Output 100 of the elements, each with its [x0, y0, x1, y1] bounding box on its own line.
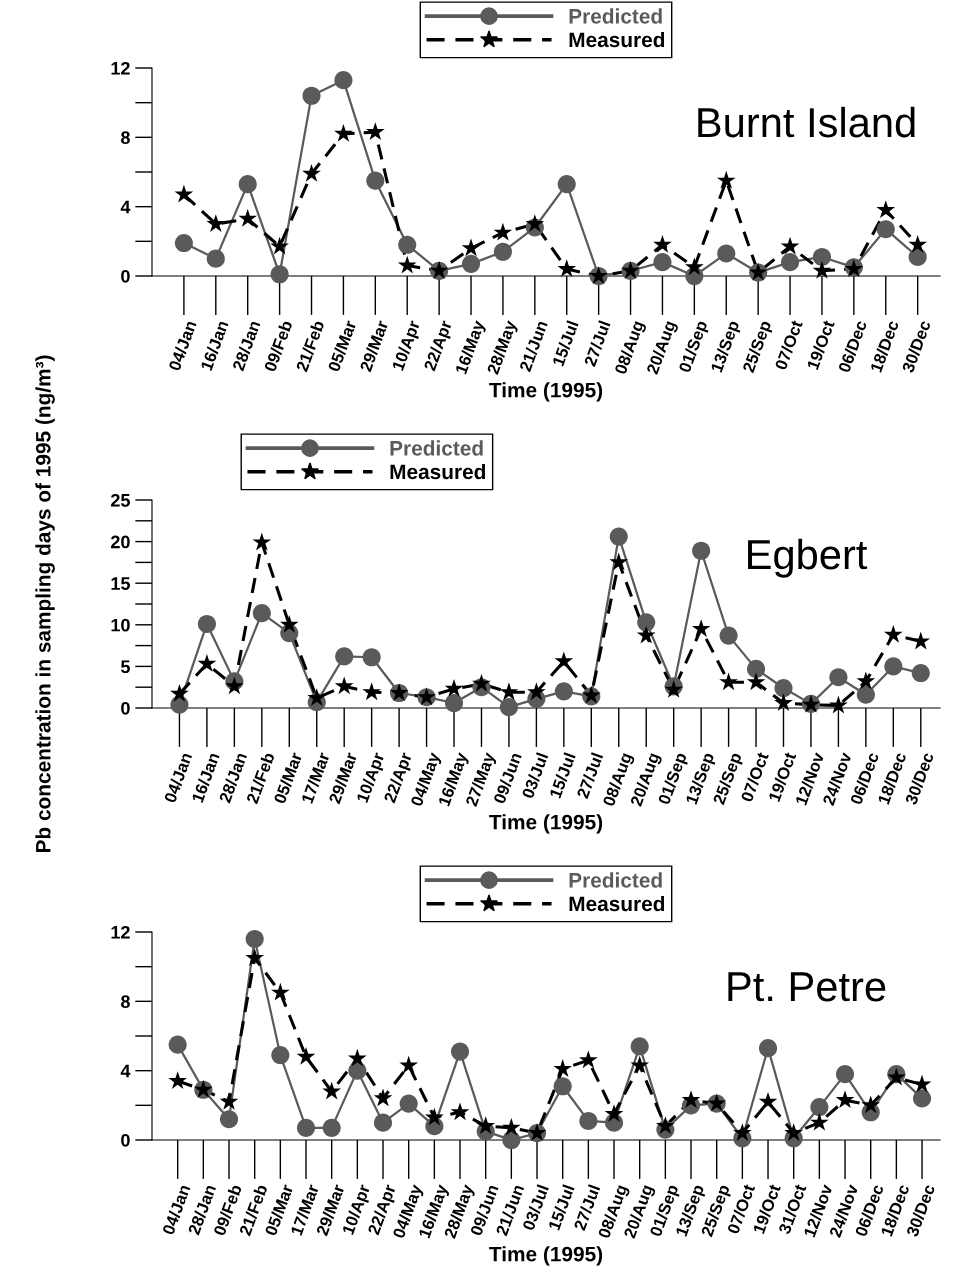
text: Measured [390, 463, 486, 480]
point [322, 1118, 341, 1137]
text: Predicted [569, 872, 662, 888]
x-tick-label: 07/Oct [740, 751, 770, 803]
point [174, 234, 193, 253]
point [911, 664, 930, 683]
point [692, 541, 711, 560]
point [502, 1118, 521, 1136]
point [912, 1074, 932, 1093]
point [527, 682, 546, 701]
y-tick-label: 5 [120, 660, 130, 674]
x-tick-label: 10/Apr [391, 319, 424, 373]
point [476, 1116, 496, 1135]
point [829, 668, 848, 687]
point [861, 1095, 881, 1114]
point [691, 619, 711, 637]
x-tick-label: 29/Mar [359, 319, 389, 373]
point [362, 682, 381, 701]
point [908, 247, 927, 266]
point [554, 651, 574, 670]
point [883, 624, 903, 643]
x-tick-label: 28/Jan [231, 320, 261, 372]
point [716, 170, 736, 189]
point [168, 1035, 187, 1054]
x-tick-label: 16/Jan [191, 752, 220, 804]
point [557, 259, 577, 278]
x-tick-label: 05/Mar [273, 751, 303, 805]
point [525, 214, 545, 232]
point [348, 1048, 367, 1067]
x-tick-label: 06/Dec [837, 319, 868, 374]
point [553, 1077, 572, 1096]
point [685, 257, 704, 276]
point [270, 236, 289, 255]
x-tick-label: 21/Feb [295, 319, 325, 373]
text: Egbert [748, 538, 868, 578]
point [197, 614, 216, 634]
point [499, 682, 519, 701]
point [630, 1055, 650, 1074]
point [784, 1123, 804, 1142]
x-tick-label: 30/Dec [901, 319, 932, 374]
x-tick-label: 18/Dec [869, 319, 900, 373]
x-tick-label: 19/Oct [806, 319, 835, 371]
x-tick-label: 29/Mar [328, 751, 358, 805]
point [252, 532, 272, 551]
point [579, 1111, 598, 1130]
point [335, 647, 354, 666]
text: Pt. Petre [728, 972, 886, 1002]
point [365, 122, 385, 141]
x-tick-label: 09/Feb [263, 319, 293, 373]
y-tick-label: 12 [111, 61, 130, 75]
point [812, 260, 832, 279]
x-tick-label: 22/Apr [423, 319, 456, 373]
y-tick-label: 8 [121, 995, 130, 1009]
y-tick-label: 0 [121, 269, 130, 283]
point [835, 1065, 855, 1084]
point [206, 249, 225, 268]
x-axis-title: Time (1995) [489, 382, 603, 402]
text: Measured [569, 895, 665, 912]
point [168, 1071, 188, 1090]
x-axis-title: Time (1995) [489, 814, 603, 834]
point [717, 244, 736, 263]
point [630, 1037, 649, 1056]
point [398, 235, 417, 254]
point [399, 1055, 419, 1074]
text: Predicted [569, 8, 662, 24]
x-tick-label: 05/Mar [327, 319, 357, 373]
point [271, 982, 290, 1001]
x-tick-label: 15/Jul [548, 752, 576, 799]
y-tick-label: 4 [120, 1064, 131, 1078]
point [609, 552, 629, 571]
point [774, 693, 793, 711]
point [373, 1088, 393, 1107]
point [225, 676, 244, 695]
point [348, 1061, 367, 1080]
point [444, 679, 464, 697]
point [296, 1118, 316, 1137]
point [856, 671, 876, 690]
x-tick-label: 27/Jul [583, 320, 611, 368]
point [810, 1112, 829, 1131]
point [238, 175, 257, 194]
point [307, 688, 327, 706]
y-tick-label: 0 [121, 701, 130, 715]
text: Measured [569, 31, 665, 48]
point [656, 1116, 675, 1135]
point [499, 698, 518, 717]
point [472, 674, 491, 692]
point [502, 1130, 521, 1150]
x-tick-label: 04/Jan [163, 752, 193, 804]
point [911, 631, 931, 650]
point [170, 684, 189, 702]
point [681, 1090, 701, 1109]
point [302, 163, 321, 182]
point [637, 613, 656, 632]
y-tick-label: 4 [120, 200, 131, 214]
point [719, 672, 738, 691]
y-tick-label: 12 [111, 925, 130, 939]
point [450, 1102, 470, 1121]
point [553, 1059, 573, 1077]
point [774, 678, 793, 698]
point [271, 1046, 290, 1065]
